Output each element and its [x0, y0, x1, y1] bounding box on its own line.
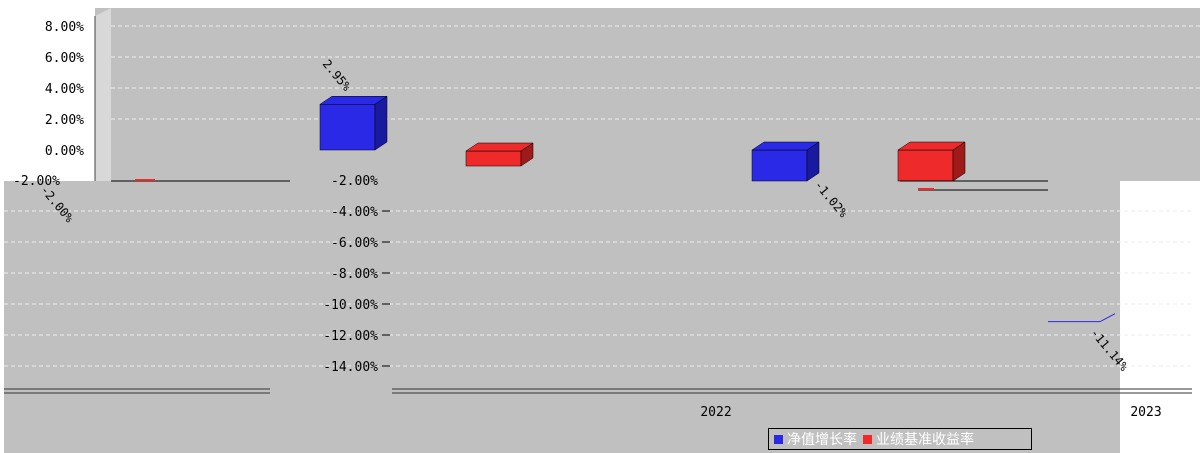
y-tick-label: 8.00%: [45, 20, 84, 35]
bar-benchmark-1-side: [520, 142, 534, 167]
bar-benchmark-1-front: [465, 150, 522, 167]
bar-benchmark-2: [897, 141, 966, 182]
lower-axis-panel: [286, 181, 386, 381]
chart-legend: 净值增长率 业绩基准收益率: [768, 428, 1032, 450]
bar-nav-1-front: [319, 104, 376, 151]
axis-gap: [270, 381, 290, 401]
plot-background-lower: [4, 181, 1200, 453]
plot-background-upper: [95, 8, 1200, 181]
y-tick-label: -14.00%: [323, 360, 378, 375]
right-margin: [1192, 181, 1200, 453]
bar-nav-1-side: [374, 95, 388, 151]
y-tick-label: -10.00%: [323, 298, 378, 313]
y-tick-label: 6.00%: [45, 51, 84, 66]
bar-nav-2: [751, 141, 820, 182]
side-wall: [95, 8, 111, 181]
y-tick-label: 0.00%: [45, 144, 84, 159]
y-tick-label: 4.00%: [45, 82, 84, 97]
bar-nav-2-side: [806, 141, 820, 182]
y-tick-label: -2.00%: [13, 174, 60, 189]
bar-nav-1: [319, 95, 388, 151]
legend-item-nav: 净值增长率: [774, 429, 857, 449]
y-tick-label: -6.00%: [331, 236, 378, 251]
bar-benchmark-2-front: [897, 149, 954, 182]
y-tick-label: -4.00%: [331, 205, 378, 220]
y-tick-label: -8.00%: [331, 267, 378, 282]
bar-nav-2-front: [751, 149, 808, 182]
legend-label-nav: 净值增长率: [787, 432, 857, 448]
y-tick-label: -12.00%: [323, 329, 378, 344]
nav-line: [1099, 313, 1116, 323]
legend-label-benchmark: 业绩基准收益率: [876, 432, 974, 448]
legend-item-benchmark: 业绩基准收益率: [863, 429, 974, 449]
y-tick-label: -2.00%: [331, 174, 378, 189]
left-margin: [0, 181, 4, 453]
x-tick-label: 2022: [700, 405, 731, 420]
bar-benchmark-2-side: [952, 141, 966, 182]
legend-swatch-nav: [774, 434, 783, 444]
bar-benchmark-1: [465, 142, 534, 167]
y-tick-label: 2.00%: [45, 113, 84, 128]
right-gap: [1120, 181, 1192, 453]
legend-swatch-benchmark: [863, 434, 872, 444]
x-tick-label: 2023: [1130, 405, 1161, 420]
